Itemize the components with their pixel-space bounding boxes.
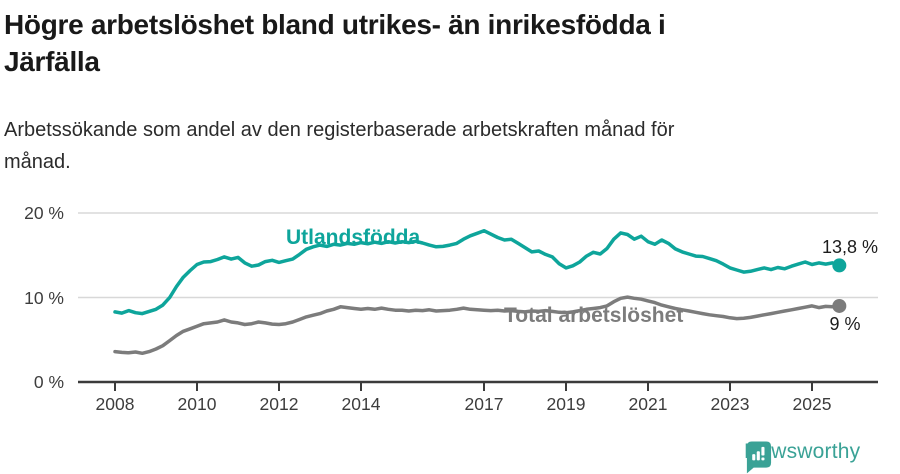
- x-tick-label: 2012: [259, 394, 299, 414]
- x-tick-label: 2019: [546, 394, 586, 414]
- page-title: Högre arbetslöshet bland utrikes- än inr…: [4, 6, 884, 80]
- series-line-0: [113, 228, 842, 316]
- series-end-dot-1: [832, 298, 847, 313]
- series-line-1: [113, 295, 842, 356]
- series-label-utlandsfodda: Utlandsfödda: [286, 226, 421, 249]
- series-end-dot-0: [832, 258, 847, 273]
- newsworthy-pin-icon: [746, 441, 772, 474]
- page-title-line1: Högre arbetslöshet bland utrikes- än inr…: [4, 9, 666, 40]
- x-tick-label: 2017: [464, 394, 504, 414]
- page-title-line2: Järfälla: [4, 46, 100, 77]
- end-value-total-arbetsloshet: 9 %: [829, 314, 861, 334]
- chart-subtitle: Arbetssökande som andel av den registerb…: [4, 114, 884, 178]
- x-tick-label: 2010: [177, 394, 217, 414]
- series-label-total-arbetsloshet: Total arbetslöshet: [504, 304, 684, 327]
- x-tick-label: 2023: [710, 394, 750, 414]
- chart-subtitle-line1: Arbetssökande som andel av den registerb…: [4, 119, 675, 141]
- newsworthy-logo: Newsworthy: [744, 440, 861, 474]
- y-tick-label: 0 %: [33, 372, 64, 392]
- end-value-utlandsfodda: 13,8 %: [821, 237, 878, 257]
- y-tick-label: 20 %: [24, 203, 64, 223]
- x-tick-label: 2014: [341, 394, 381, 414]
- x-tick-label: 2025: [792, 394, 832, 414]
- newsworthy-brand-text: Newsworthy: [744, 440, 861, 463]
- y-tick-label: 10 %: [24, 287, 64, 308]
- x-tick-label: 2021: [628, 394, 668, 414]
- chart-subtitle-line2: månad.: [4, 151, 71, 173]
- x-tick-label: 2008: [95, 394, 135, 414]
